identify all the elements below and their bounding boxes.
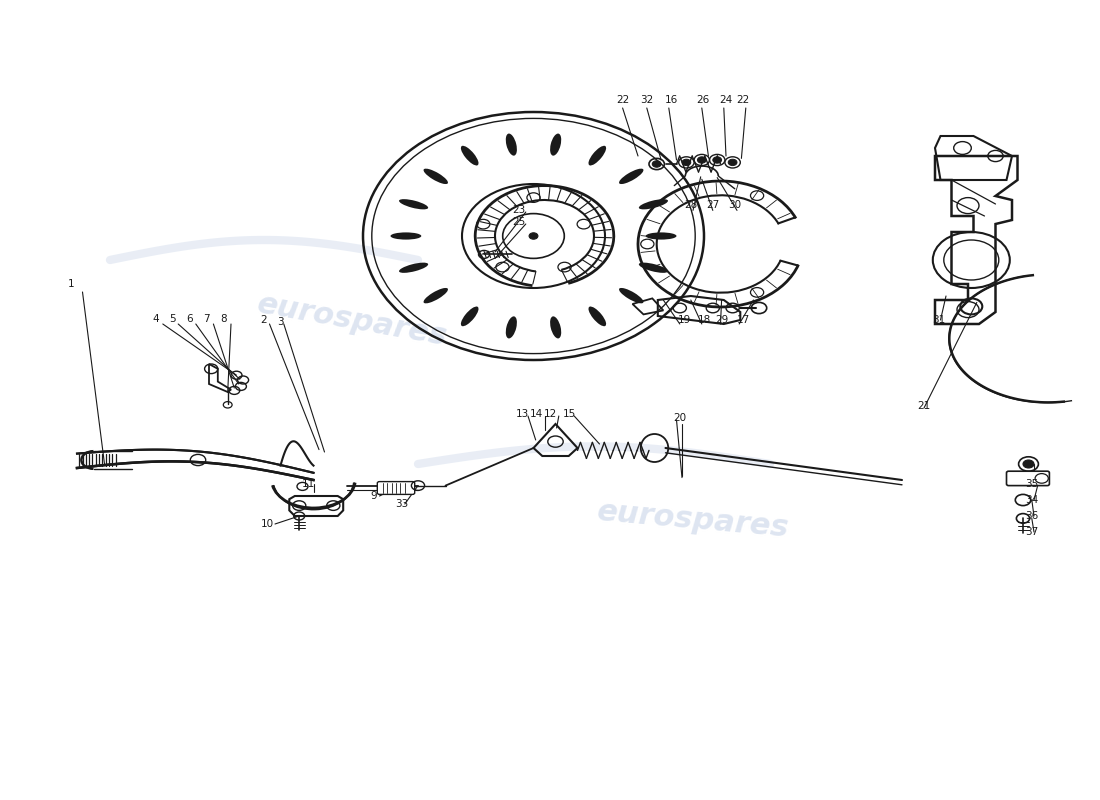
Text: 32: 32 bbox=[640, 95, 653, 105]
Ellipse shape bbox=[506, 316, 517, 338]
Circle shape bbox=[652, 161, 661, 167]
Text: 30: 30 bbox=[728, 200, 741, 210]
Ellipse shape bbox=[588, 146, 606, 166]
Text: 2: 2 bbox=[261, 315, 267, 325]
Text: 1: 1 bbox=[68, 279, 75, 289]
Text: 35: 35 bbox=[1025, 479, 1038, 489]
Text: 17: 17 bbox=[737, 315, 750, 325]
Text: 37: 37 bbox=[1025, 527, 1038, 537]
Ellipse shape bbox=[619, 288, 644, 303]
Text: 22: 22 bbox=[616, 95, 629, 105]
Text: 13: 13 bbox=[516, 410, 529, 419]
Text: 19: 19 bbox=[678, 315, 691, 325]
Text: 14: 14 bbox=[530, 410, 543, 419]
Text: 10: 10 bbox=[261, 519, 274, 529]
Text: 27: 27 bbox=[706, 200, 719, 210]
Ellipse shape bbox=[506, 134, 517, 156]
Text: 16: 16 bbox=[664, 95, 678, 105]
Ellipse shape bbox=[550, 316, 561, 338]
Ellipse shape bbox=[639, 199, 668, 210]
Text: 18: 18 bbox=[697, 315, 711, 325]
Text: 21: 21 bbox=[917, 402, 931, 411]
Text: 20: 20 bbox=[673, 414, 686, 423]
Wedge shape bbox=[273, 482, 355, 510]
Ellipse shape bbox=[588, 306, 606, 326]
FancyBboxPatch shape bbox=[377, 482, 415, 494]
Text: 5: 5 bbox=[169, 314, 176, 324]
Text: 31: 31 bbox=[932, 315, 945, 325]
Text: 23: 23 bbox=[513, 205, 526, 214]
Circle shape bbox=[529, 233, 538, 239]
Text: 4: 4 bbox=[153, 314, 159, 324]
Circle shape bbox=[682, 159, 691, 166]
Ellipse shape bbox=[619, 169, 644, 184]
Text: 36: 36 bbox=[1025, 511, 1038, 521]
Text: 12: 12 bbox=[543, 410, 557, 419]
Text: eurospares: eurospares bbox=[596, 497, 790, 543]
Circle shape bbox=[697, 157, 706, 163]
Circle shape bbox=[728, 159, 737, 166]
Text: 11: 11 bbox=[301, 479, 315, 489]
FancyBboxPatch shape bbox=[1006, 471, 1049, 486]
Text: 28: 28 bbox=[684, 200, 697, 210]
Ellipse shape bbox=[550, 134, 561, 156]
Ellipse shape bbox=[424, 169, 448, 184]
Circle shape bbox=[1023, 460, 1034, 468]
Ellipse shape bbox=[639, 262, 668, 273]
Ellipse shape bbox=[399, 262, 428, 273]
Ellipse shape bbox=[390, 232, 421, 240]
Text: 26: 26 bbox=[696, 95, 710, 105]
Text: 9: 9 bbox=[371, 491, 377, 501]
Circle shape bbox=[713, 157, 722, 163]
Ellipse shape bbox=[399, 199, 428, 210]
Text: 6: 6 bbox=[186, 314, 192, 324]
Text: eurospares: eurospares bbox=[254, 289, 450, 351]
Text: 24: 24 bbox=[719, 95, 733, 105]
Text: 34: 34 bbox=[1025, 495, 1038, 505]
Text: 7: 7 bbox=[204, 314, 210, 324]
Ellipse shape bbox=[461, 306, 478, 326]
Text: 25: 25 bbox=[513, 218, 526, 227]
Text: 22: 22 bbox=[736, 95, 749, 105]
Ellipse shape bbox=[646, 232, 676, 240]
Ellipse shape bbox=[424, 288, 448, 303]
Text: 33: 33 bbox=[395, 499, 408, 509]
Text: 29: 29 bbox=[715, 315, 728, 325]
Text: 8: 8 bbox=[220, 314, 227, 324]
Text: 15: 15 bbox=[563, 410, 576, 419]
Text: 3: 3 bbox=[277, 318, 284, 327]
Ellipse shape bbox=[461, 146, 478, 166]
